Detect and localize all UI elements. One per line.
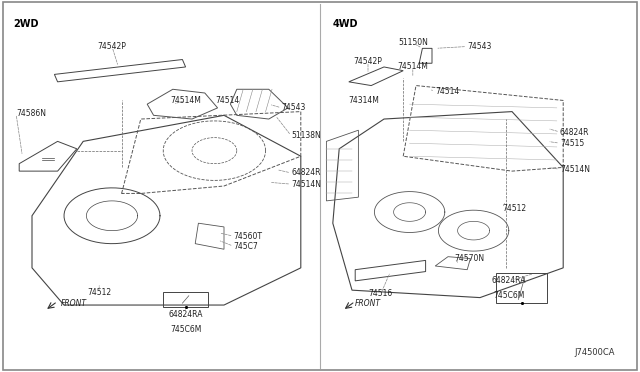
Text: 74516: 74516 [369,289,393,298]
FancyBboxPatch shape [3,2,637,370]
Text: 51150N: 51150N [398,38,428,47]
Text: 51138N: 51138N [291,131,321,140]
Text: 74586N: 74586N [16,109,46,118]
Text: 64824RA: 64824RA [492,276,526,285]
Text: 74543: 74543 [467,42,492,51]
Text: 74514N: 74514N [560,165,590,174]
Text: 74514: 74514 [435,87,460,96]
Text: 745C6M: 745C6M [170,325,202,334]
Text: 74512: 74512 [502,204,527,213]
Text: 74543: 74543 [282,103,306,112]
Text: J74500CA: J74500CA [574,348,614,357]
Text: FRONT: FRONT [355,299,381,308]
Text: 64824R: 64824R [560,128,589,137]
Text: 74514M: 74514M [170,96,201,105]
Text: 74512: 74512 [87,288,111,296]
Text: 74514M: 74514M [397,62,428,71]
Text: 74542P: 74542P [97,42,127,51]
Text: 74514N: 74514N [291,180,321,189]
Text: 745C6M: 745C6M [493,291,525,300]
Text: 2WD: 2WD [13,19,38,29]
Text: 4WD: 4WD [333,19,358,29]
Text: 64824R: 64824R [291,169,321,177]
Text: 74314M: 74314M [349,96,380,105]
Text: 74514: 74514 [215,96,239,105]
Text: 74542P: 74542P [353,57,383,66]
Text: 74560T: 74560T [234,232,262,241]
Text: FRONT: FRONT [61,299,87,308]
Text: 74515: 74515 [560,139,584,148]
Text: 64824RA: 64824RA [168,310,203,319]
Text: 745C7: 745C7 [234,242,259,251]
Text: 74570N: 74570N [454,254,484,263]
